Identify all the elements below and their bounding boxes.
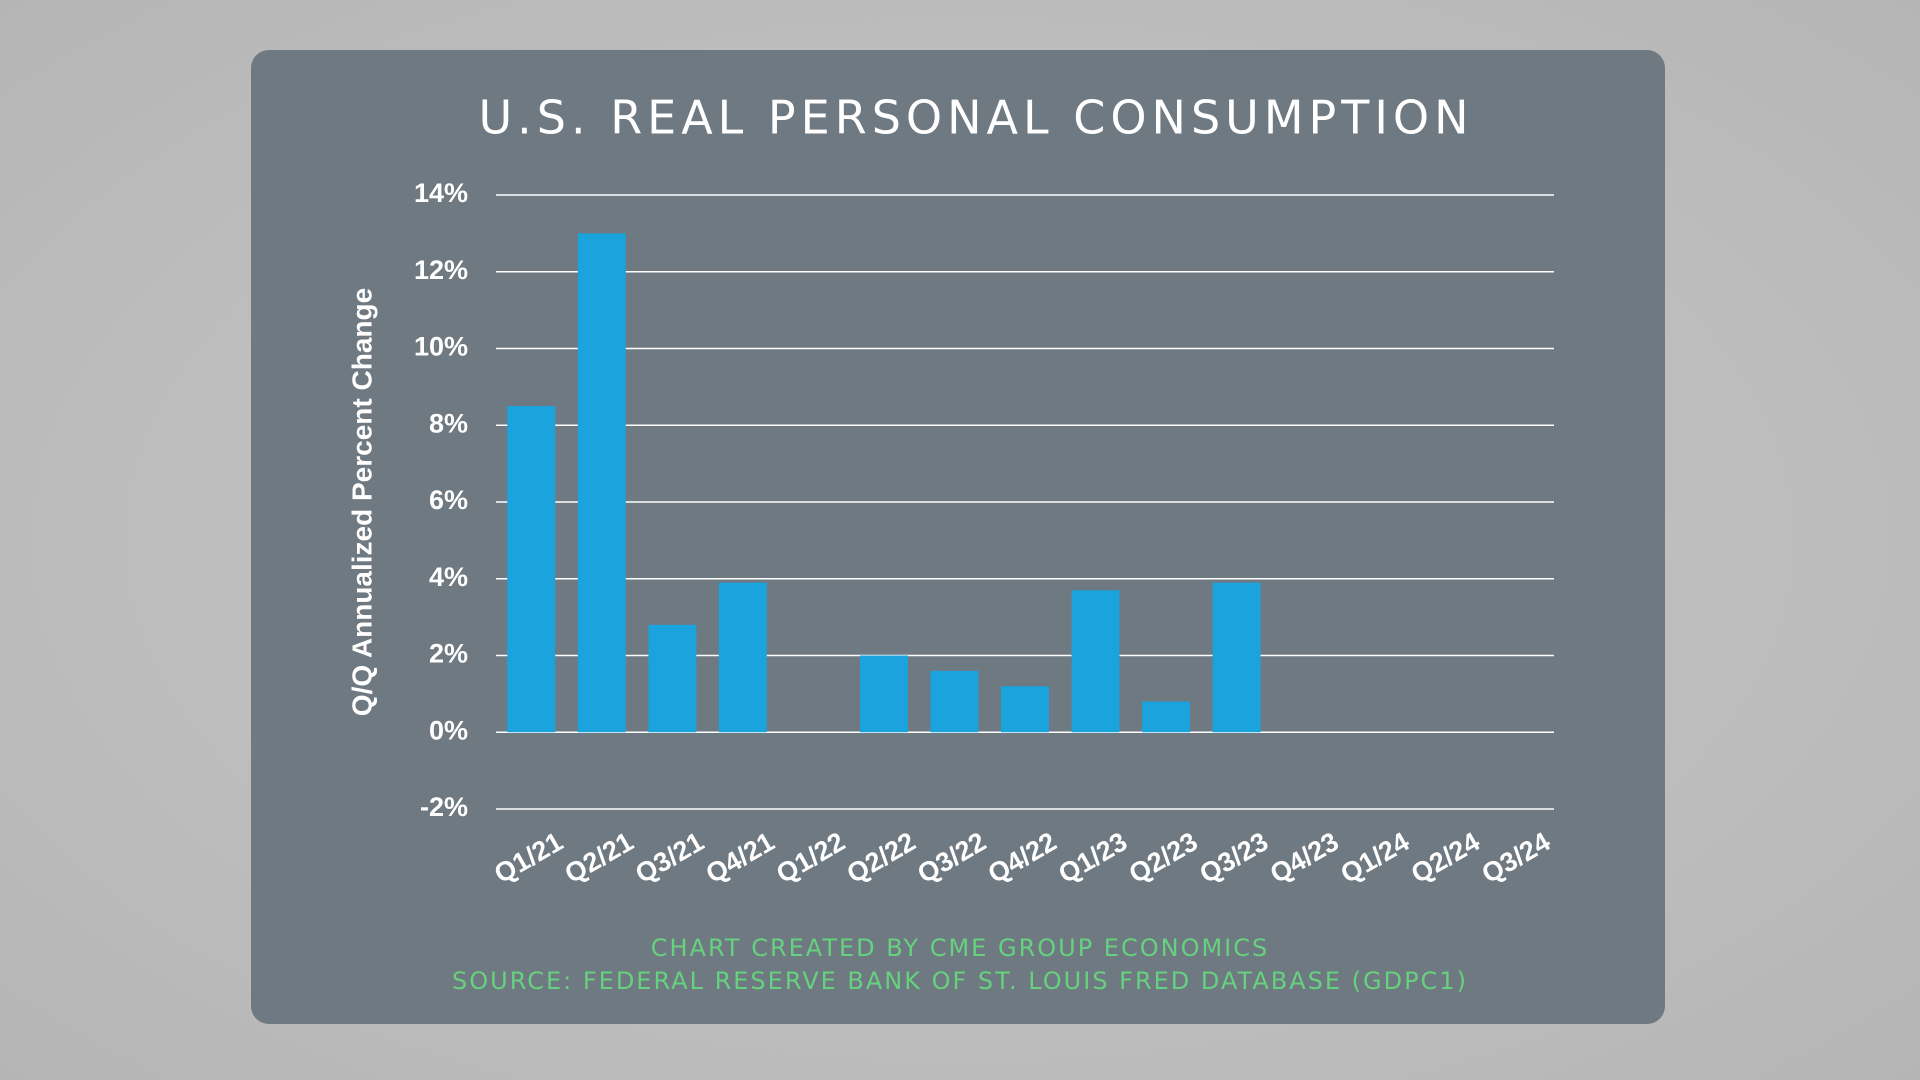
y-tick-label: 0% (429, 715, 468, 745)
bar (507, 406, 556, 733)
bar (577, 233, 626, 733)
y-tick-label: 4% (429, 562, 468, 592)
y-tick-label: 10% (414, 332, 468, 362)
y-tick-label: 2% (429, 639, 468, 669)
bar (1071, 590, 1120, 733)
bar (718, 582, 767, 733)
y-tick-label: 8% (429, 408, 468, 438)
bar (930, 670, 979, 733)
y-tick-label: -2% (420, 792, 468, 822)
y-tick-label: 12% (414, 255, 468, 285)
y-axis-label: Q/Q Annualized Percent Change (346, 288, 377, 716)
bar (1001, 686, 1049, 733)
footnote: CHART CREATED BY CME GROUP ECONOMICS (651, 934, 1270, 962)
y-tick-label: 14% (414, 178, 468, 208)
bar (648, 624, 697, 733)
footnote: SOURCE: FEDERAL RESERVE BANK OF ST. LOUI… (452, 967, 1468, 995)
chart-title: U.S. REAL PERSONAL CONSUMPTION (478, 91, 1473, 145)
bar (1142, 701, 1191, 733)
y-tick-label: 6% (429, 485, 468, 515)
bar (1212, 582, 1261, 733)
bar (859, 655, 908, 733)
